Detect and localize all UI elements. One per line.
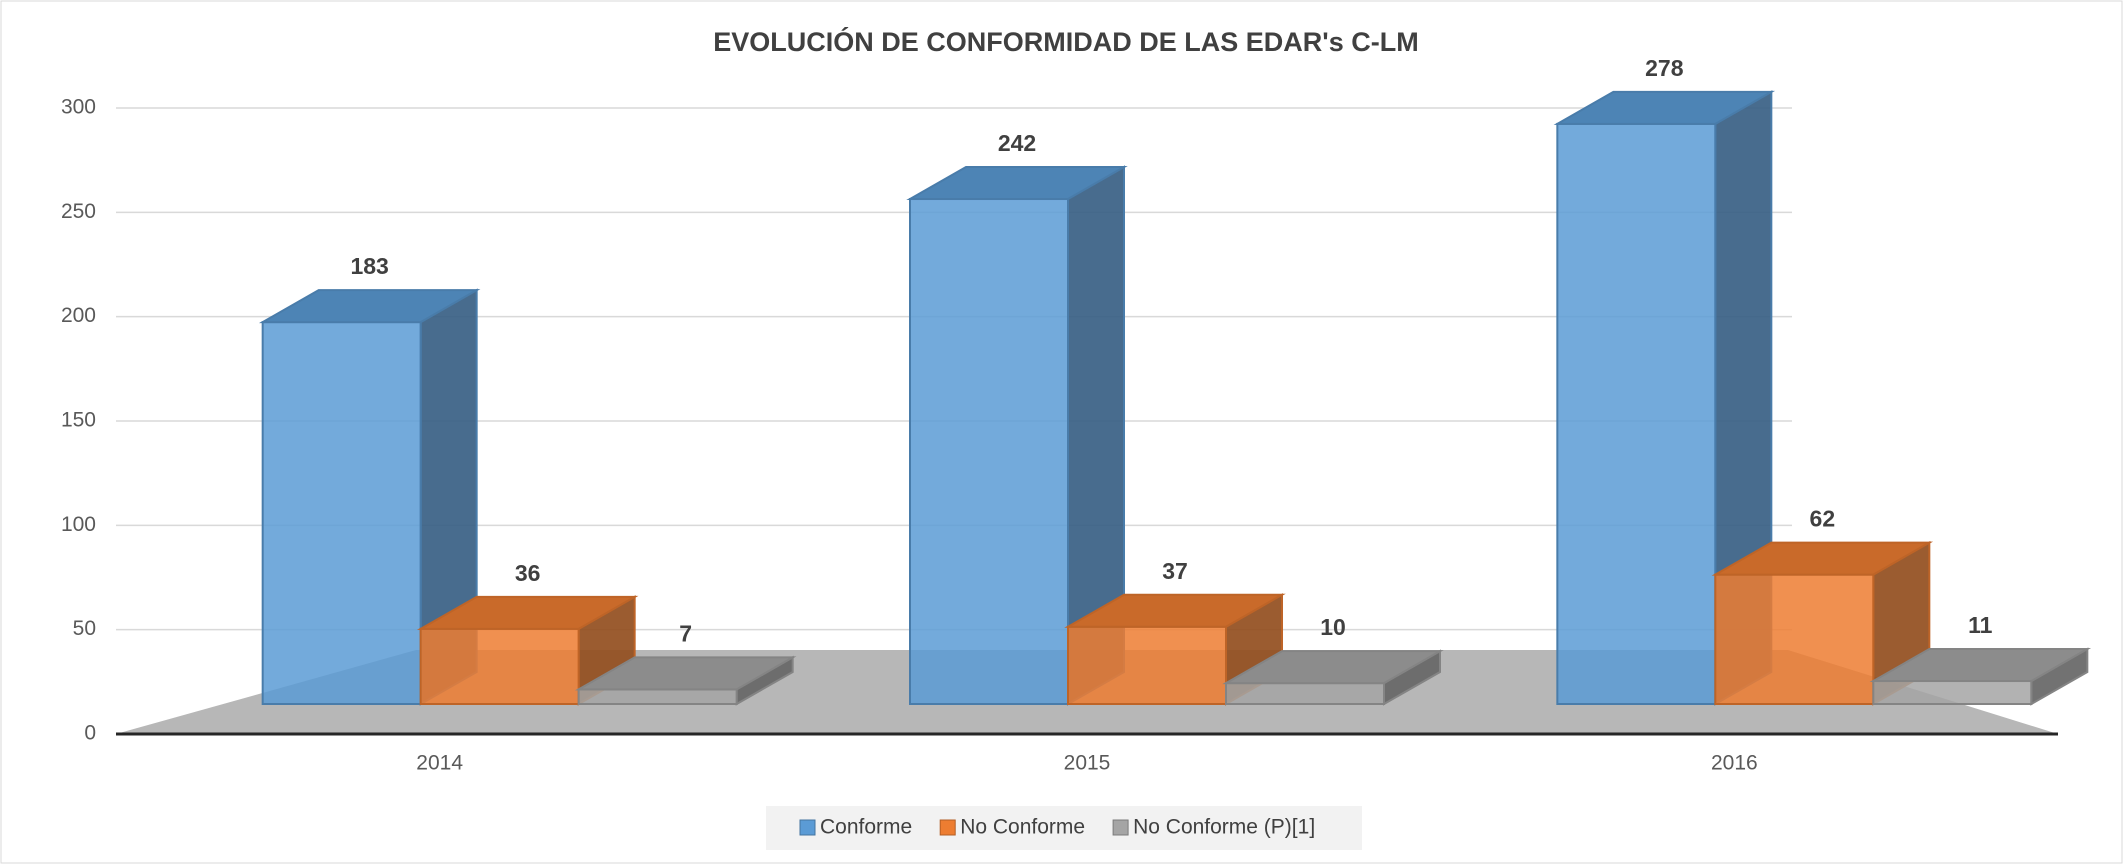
bar-top [1222, 650, 1444, 685]
bar [1556, 122, 1717, 705]
y-tick-label: 200 [61, 304, 96, 327]
x-tick-label: 2016 [1711, 752, 1758, 775]
value-label: 278 [1645, 55, 1684, 81]
bar-top [906, 166, 1128, 201]
value-label: 62 [1810, 506, 1836, 532]
value-label: 242 [998, 130, 1036, 156]
bar-3d [1553, 90, 1776, 706]
value-label: 36 [515, 560, 541, 586]
bar [1067, 625, 1227, 705]
y-tick-label: 300 [61, 96, 96, 119]
value-label: 37 [1162, 558, 1188, 584]
y-tick-label: 0 [84, 722, 96, 745]
bar-3d [1064, 593, 1286, 706]
bar-top [416, 595, 639, 630]
bar [577, 688, 738, 705]
x-tick-label: 2014 [416, 752, 463, 775]
bar [1225, 682, 1385, 706]
legend-label: No Conforme (P)[1] [1133, 816, 1315, 839]
bar [1872, 680, 2033, 706]
bar-3d [1869, 647, 2092, 706]
bar [261, 321, 422, 705]
bar-3d [258, 288, 481, 706]
bar [909, 198, 1069, 705]
legend-swatch [799, 819, 816, 836]
legend-box [766, 806, 1362, 850]
y-tick-label: 100 [61, 513, 96, 536]
bar [1714, 573, 1875, 705]
legend-swatch [1112, 819, 1129, 836]
bar-top [1553, 90, 1776, 125]
bar-top [1711, 541, 1934, 576]
legend-label: No Conforme [960, 816, 1085, 839]
bar-top [258, 289, 481, 324]
legend-label: Conforme [820, 816, 912, 839]
y-tick-label: 250 [61, 200, 96, 223]
value-label: 11 [1968, 612, 1993, 638]
chart-title: EVOLUCIÓN DE CONFORMIDAD DE LAS EDAR's C… [713, 26, 1418, 57]
bar-3d [906, 165, 1128, 706]
legend-swatch [939, 819, 956, 836]
bar-top [574, 656, 797, 691]
value-label: 7 [679, 620, 692, 646]
y-tick-label: 50 [73, 617, 96, 640]
bar-top [1869, 648, 2092, 683]
bar [419, 627, 580, 706]
bar-3d [1711, 540, 1934, 706]
x-tick-label: 2015 [1064, 752, 1111, 775]
bar-3d [574, 655, 797, 706]
bar-3d [1222, 649, 1444, 706]
value-label: 183 [350, 253, 388, 279]
y-tick-label: 150 [61, 409, 96, 432]
value-label: 10 [1320, 614, 1346, 640]
bar-top [1064, 593, 1286, 628]
